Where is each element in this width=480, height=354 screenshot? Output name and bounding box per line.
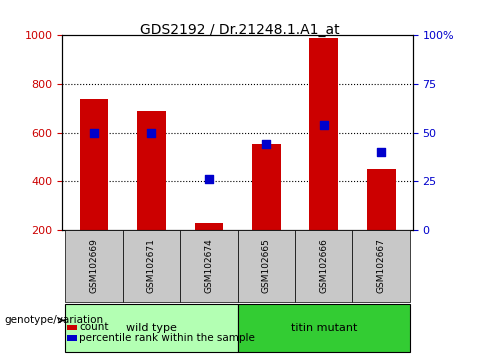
Text: GSM102665: GSM102665 [262, 239, 271, 293]
Bar [65, 304, 238, 352]
Text: GSM102666: GSM102666 [319, 239, 328, 293]
Bar [67, 325, 77, 330]
Bar [310, 38, 338, 230]
Bar [367, 169, 396, 230]
Point [205, 177, 213, 182]
Bar [137, 111, 166, 230]
Text: titin mutant: titin mutant [290, 323, 357, 333]
Bar [238, 304, 410, 352]
Point [147, 130, 155, 136]
Text: GSM102669: GSM102669 [89, 239, 98, 293]
Point [263, 142, 270, 147]
Bar [123, 230, 180, 302]
Text: count: count [79, 322, 108, 332]
Bar [194, 223, 223, 230]
Bar [65, 230, 123, 302]
Bar [67, 335, 77, 341]
Bar [80, 99, 108, 230]
Text: percentile rank within the sample: percentile rank within the sample [79, 333, 255, 343]
Bar [238, 230, 295, 302]
Point [320, 122, 328, 128]
Text: genotype/variation: genotype/variation [5, 315, 104, 325]
Text: GDS2192 / Dr.21248.1.A1_at: GDS2192 / Dr.21248.1.A1_at [140, 23, 340, 37]
Bar [295, 230, 352, 302]
Text: GSM102667: GSM102667 [377, 239, 386, 293]
Text: GSM102674: GSM102674 [204, 239, 214, 293]
Point [90, 130, 98, 136]
Text: wild type: wild type [126, 323, 177, 333]
Point [377, 149, 385, 155]
Bar [252, 144, 281, 230]
Bar [352, 230, 410, 302]
Text: GSM102671: GSM102671 [147, 239, 156, 293]
Bar [180, 230, 238, 302]
